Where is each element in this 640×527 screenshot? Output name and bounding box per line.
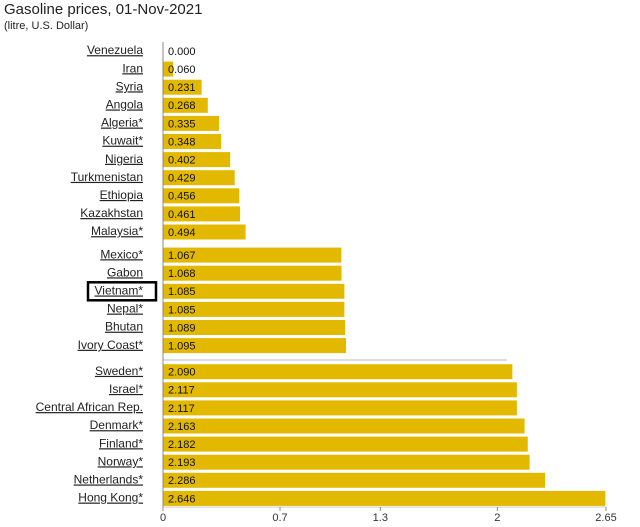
value-label: 1.068	[168, 268, 196, 280]
value-label: 0.461	[168, 209, 196, 221]
bar	[163, 152, 231, 168]
chart-title: Gasoline prices, 01-Nov-2021	[4, 1, 202, 18]
category-label: Sweden*	[95, 364, 143, 378]
category-label: Gabon	[107, 265, 143, 279]
value-label: 0.494	[168, 227, 196, 239]
bar	[163, 115, 220, 131]
bar	[163, 301, 345, 317]
category-label: Malaysia*	[91, 224, 143, 238]
x-tick-label: 0	[160, 512, 166, 524]
value-label: 2.286	[168, 475, 196, 487]
category-label: Ethiopia	[100, 188, 144, 202]
category-label: Norway*	[98, 454, 144, 468]
category-label: Angola	[106, 97, 144, 111]
category-label: Netherlands*	[74, 472, 144, 486]
value-label: 2.182	[168, 439, 196, 451]
category-label: Algeria*	[101, 116, 143, 130]
bar	[163, 188, 240, 204]
category-label: Nepal*	[107, 302, 143, 316]
bar	[163, 418, 525, 434]
bar	[163, 400, 517, 416]
x-tick-label: 0.7	[272, 512, 287, 524]
bar	[163, 364, 513, 380]
category-label: Vietnam*	[95, 283, 144, 297]
value-label: 2.193	[168, 457, 196, 469]
bar	[163, 436, 528, 452]
bar	[163, 97, 208, 113]
highlight-box	[86, 281, 158, 302]
bar	[163, 320, 346, 335]
bar	[163, 382, 517, 398]
category-label: Central African Rep.	[36, 400, 143, 414]
bar	[163, 206, 241, 222]
bar	[163, 472, 546, 488]
chart-subtitle: (litre, U.S. Dollar)	[4, 20, 88, 32]
value-label: 2.163	[168, 421, 196, 433]
value-label: 1.089	[168, 322, 196, 334]
category-label: Ivory Coast*	[78, 338, 144, 352]
bar	[163, 134, 222, 149]
category-label: Venezuela	[87, 43, 143, 57]
category-label: Bhutan	[105, 320, 143, 334]
value-label: 2.117	[168, 403, 195, 415]
value-label: 0.268	[168, 100, 196, 112]
value-label: 0.348	[168, 136, 196, 148]
bar	[163, 79, 202, 95]
x-tick-label: 1.3	[373, 512, 388, 524]
category-label: Iran	[122, 61, 143, 75]
category-label: Turkmenistan	[71, 170, 143, 184]
value-label: 0.231	[168, 82, 196, 94]
category-label: Kazakhstan	[80, 206, 143, 220]
category-label: Kuwait*	[102, 134, 143, 148]
category-label: Israel*	[109, 382, 143, 396]
category-label: Denmark*	[90, 418, 144, 432]
value-label: 2.117	[168, 385, 195, 397]
value-label: 1.085	[168, 304, 196, 316]
value-label: 2.646	[168, 493, 196, 505]
value-label: 0.060	[168, 64, 196, 76]
value-label: 0.429	[168, 173, 196, 185]
category-label: Syria	[116, 79, 144, 93]
value-label: 0.000	[168, 46, 196, 58]
bar	[163, 265, 342, 281]
bar	[163, 490, 606, 506]
bar	[163, 247, 342, 263]
value-label: 1.095	[168, 341, 196, 353]
category-label: Hong Kong*	[78, 491, 143, 505]
category-label: Nigeria	[105, 152, 143, 166]
value-label: 0.456	[168, 191, 196, 203]
x-tick-label: 2.65	[595, 512, 616, 524]
bar	[163, 454, 530, 470]
category-label: Finland*	[99, 436, 143, 450]
bar	[163, 61, 174, 77]
bar	[163, 170, 235, 186]
bar	[163, 283, 345, 299]
bar	[163, 224, 246, 240]
value-label: 2.090	[168, 367, 196, 379]
value-label: 0.335	[168, 118, 196, 130]
category-label: Mexico*	[100, 247, 143, 261]
x-tick-label: 2	[494, 512, 500, 524]
value-label: 1.067	[168, 250, 196, 262]
bar	[163, 338, 347, 354]
value-label: 0.402	[168, 155, 196, 167]
value-label: 1.085	[168, 286, 196, 298]
